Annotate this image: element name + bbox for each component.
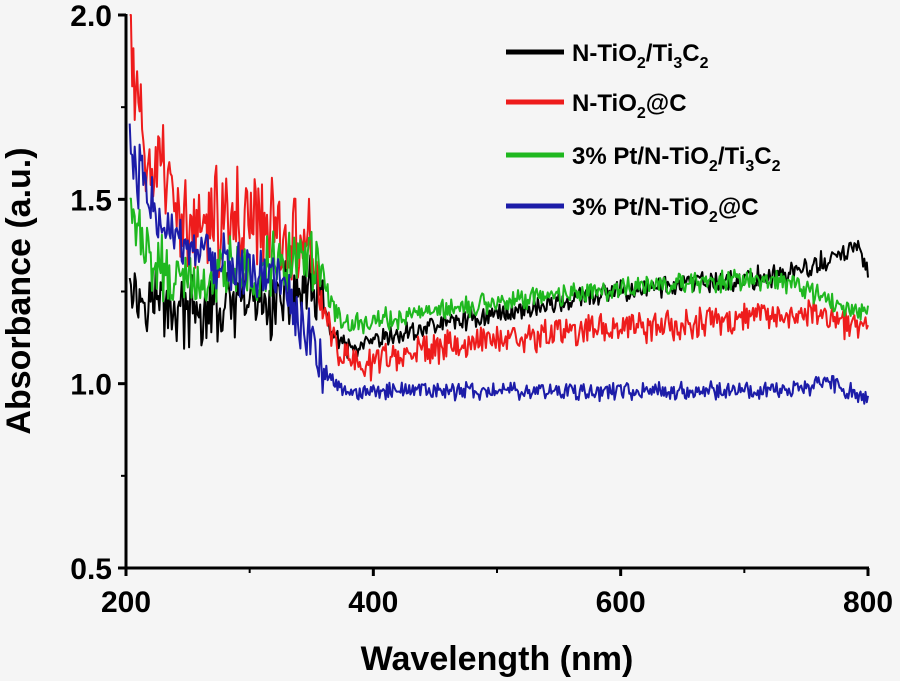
x-tick-label: 400 [348,586,398,619]
legend: N-TiO2/Ti3C2 N-TiO2@C 3% Pt/N-TiO2/Ti3C2 3%… [506,40,781,226]
legend-entry-1: N-TiO2/Ti3C2 [506,40,709,72]
y-tick-label: 2.0 [70,0,112,33]
legend-label: 3% Pt/N-TiO2/Ti3C2 [572,143,781,175]
legend-label: N-TiO2@C [572,90,687,122]
x-tick-label: 800 [843,586,893,619]
x-tick-label: 600 [596,586,646,619]
series-line-3 [129,197,869,335]
x-tick-label: 200 [101,586,151,619]
plot-lines [128,14,869,405]
y-tick-label: 1.5 [70,184,112,217]
y-tick-label: 1.0 [70,369,112,402]
series-line-2 [129,14,869,382]
legend-label: N-TiO2/Ti3C2 [572,40,709,72]
y-tick-label: 0.5 [70,553,112,586]
legend-entry-2: N-TiO2@C [506,90,687,122]
axis-ticks: 200 400 600 800 0.5 1.0 1.5 2.0 [70,0,893,619]
legend-entry-4: 3% Pt/N-TiO2@C [506,194,759,226]
series-line-4 [128,123,869,405]
y-axis-title: Absorbance (a.u.) [0,147,38,434]
x-axis-title: Wavelength (nm) [361,640,634,678]
legend-label: 3% Pt/N-TiO2@C [572,194,759,226]
legend-entry-3: 3% Pt/N-TiO2/Ti3C2 [506,143,781,175]
